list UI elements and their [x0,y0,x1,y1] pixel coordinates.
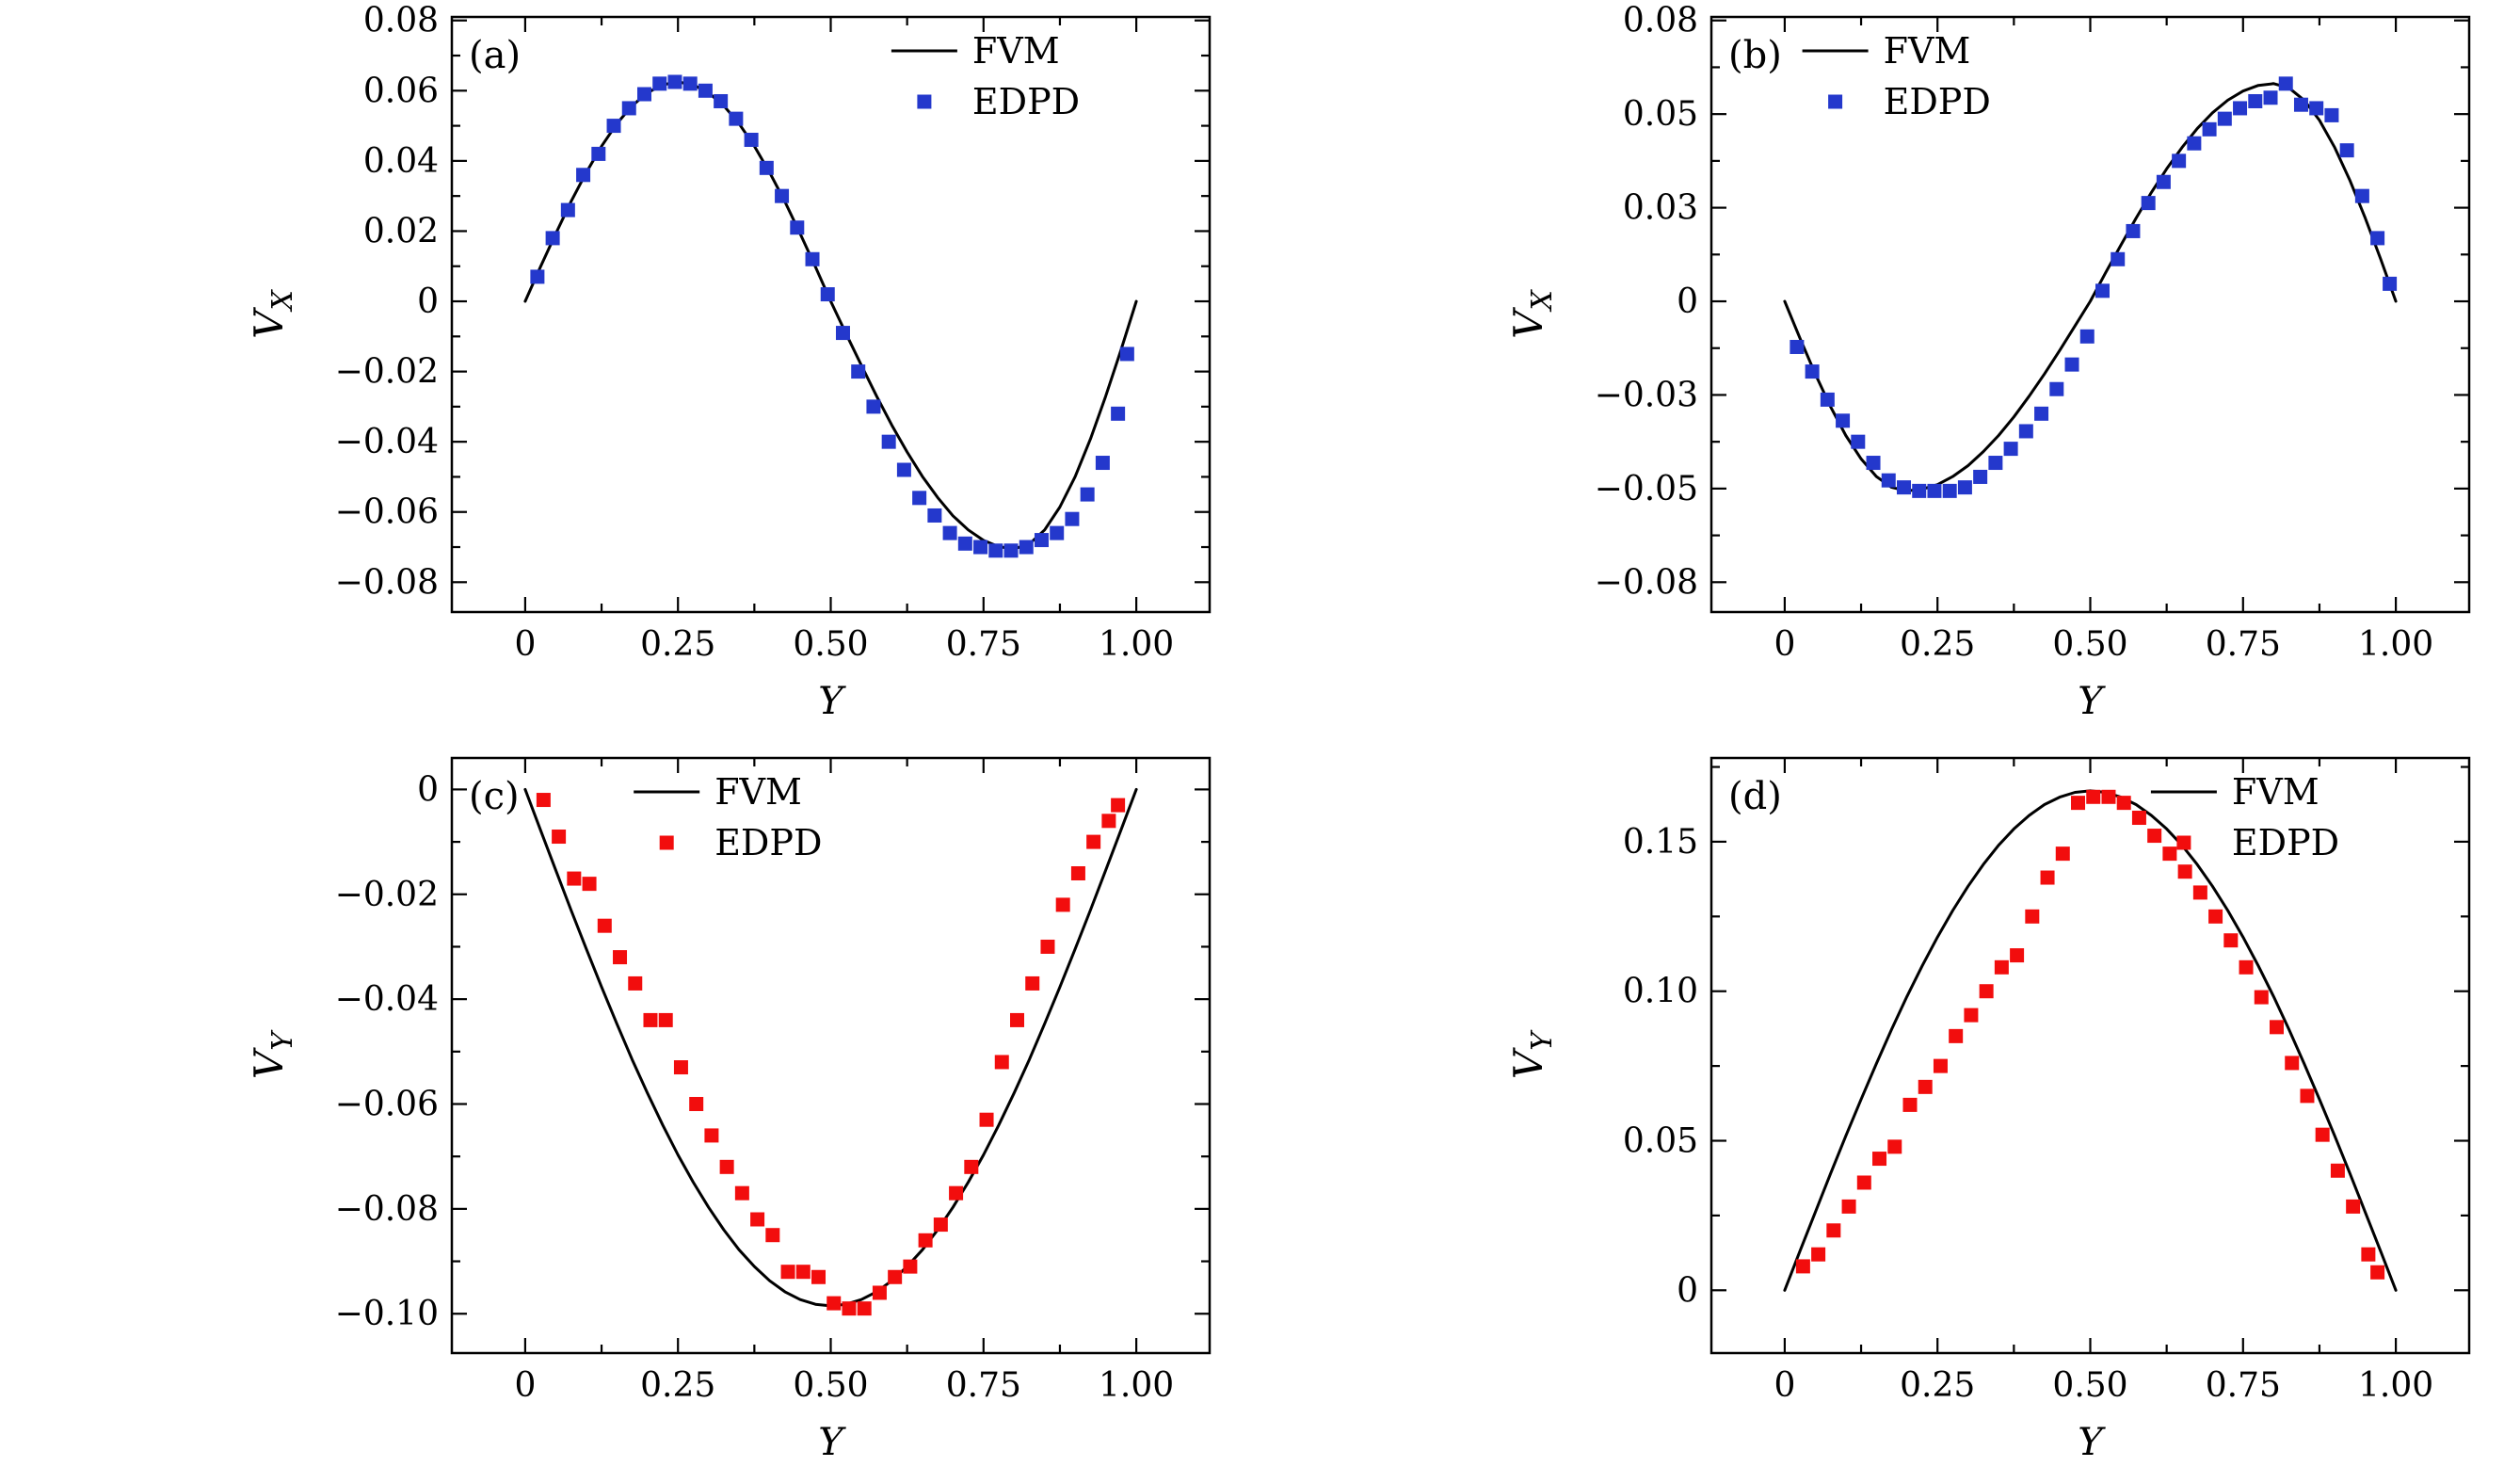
svg-text:0.50: 0.50 [793,1366,868,1405]
svg-text:0.75: 0.75 [2206,625,2281,664]
svg-text:−0.02: −0.02 [335,876,439,914]
svg-text:−0.04: −0.04 [335,980,439,1019]
chart-d: 0 0.25 0.50 0.75 1.00 0.15 0.10 0.05 0 Y VY FVM EDPD… [1260,741,2519,1482]
svg-text:(d): (d) [1728,775,1782,818]
svg-text:0.03: 0.03 [1623,189,1698,228]
svg-text:−0.02: −0.02 [335,353,439,392]
svg-text:EDPD: EDPD [714,822,822,863]
svg-text:EDPD: EDPD [972,81,1080,122]
svg-text:0.05: 0.05 [1623,1122,1698,1161]
svg-text:0: 0 [1774,625,1795,664]
panel-a: 0 0.25 0.50 0.75 1.00 0.08 0.06 0.04 0.02 0 −0.02 −… [0,0,1260,741]
svg-text:0.06: 0.06 [363,72,439,110]
svg-text:FVM: FVM [2232,771,2319,813]
svg-text:0: 0 [1677,1271,1698,1310]
svg-text:0.25: 0.25 [1900,1366,1975,1405]
panel-d: 0 0.25 0.50 0.75 1.00 0.15 0.10 0.05 0 Y VY FVM EDPD… [1260,741,2520,1483]
svg-text:0.04: 0.04 [363,142,439,181]
svg-text:FVM: FVM [1884,30,1971,72]
svg-text:0.50: 0.50 [2052,1366,2127,1405]
svg-text:0: 0 [1774,1366,1795,1405]
svg-text:Y: Y [818,1421,846,1464]
svg-text:0: 0 [514,625,536,664]
svg-text:0.75: 0.75 [946,1366,1021,1405]
svg-text:0: 0 [417,282,439,321]
svg-text:1.00: 1.00 [1099,625,1174,664]
svg-text:−0.05: −0.05 [1595,470,1698,508]
chart-b: 0 0.25 0.50 0.75 1.00 0.08 0.05 0.03 0 −0.03 −0.05… [1260,0,2519,741]
svg-text:Y: Y [818,680,846,723]
svg-text:0: 0 [417,770,439,809]
svg-text:EDPD: EDPD [1884,81,1991,122]
svg-text:(a): (a) [469,34,521,77]
svg-text:EDPD: EDPD [2232,822,2339,863]
panel-c: 0 0.25 0.50 0.75 1.00 0 −0.02 −0.04 −0.06 −0.08 −0… [0,741,1260,1483]
chart-a: 0 0.25 0.50 0.75 1.00 0.08 0.06 0.04 0.02 0 −0.02 −… [0,0,1260,741]
svg-text:−0.10: −0.10 [335,1295,439,1333]
svg-text:0.02: 0.02 [363,212,439,250]
svg-text:−0.04: −0.04 [335,423,439,461]
svg-text:VY: VY [1505,1029,1559,1079]
svg-text:0.10: 0.10 [1623,973,1698,1011]
svg-text:Y: Y [2078,680,2106,723]
svg-text:−0.06: −0.06 [335,1086,439,1124]
svg-text:FVM: FVM [714,771,802,813]
svg-text:VX: VX [1505,289,1559,339]
svg-text:1.00: 1.00 [2358,625,2433,664]
svg-text:−0.06: −0.06 [335,493,439,532]
chart-c: 0 0.25 0.50 0.75 1.00 0 −0.02 −0.04 −0.06 −0.08 −0… [0,741,1260,1482]
svg-text:0: 0 [514,1366,536,1405]
svg-text:(c): (c) [469,775,520,818]
svg-text:0.75: 0.75 [2206,1366,2281,1405]
svg-text:−0.08: −0.08 [1595,563,1698,602]
svg-text:−0.03: −0.03 [1595,376,1698,414]
panel-b: 0 0.25 0.50 0.75 1.00 0.08 0.05 0.03 0 −0.03 −0.05… [1260,0,2520,741]
svg-text:0.75: 0.75 [946,625,1021,664]
svg-text:0.08: 0.08 [363,2,439,40]
svg-text:−0.08: −0.08 [335,563,439,602]
svg-text:Y: Y [2078,1421,2106,1464]
svg-text:VX: VX [246,289,299,339]
svg-text:0.50: 0.50 [2052,625,2127,664]
svg-text:0.25: 0.25 [640,625,715,664]
svg-text:0.25: 0.25 [640,1366,715,1405]
svg-text:0.25: 0.25 [1900,625,1975,664]
svg-text:0.08: 0.08 [1623,2,1698,40]
svg-text:0.05: 0.05 [1623,95,1698,134]
svg-text:1.00: 1.00 [1099,1366,1174,1405]
svg-text:0.15: 0.15 [1623,823,1698,862]
svg-text:1.00: 1.00 [2358,1366,2433,1405]
svg-text:−0.08: −0.08 [335,1190,439,1229]
svg-text:0: 0 [1677,282,1698,321]
svg-text:(b): (b) [1728,34,1782,77]
svg-text:0.50: 0.50 [793,625,868,664]
svg-text:VY: VY [246,1029,299,1079]
svg-text:FVM: FVM [972,30,1060,72]
